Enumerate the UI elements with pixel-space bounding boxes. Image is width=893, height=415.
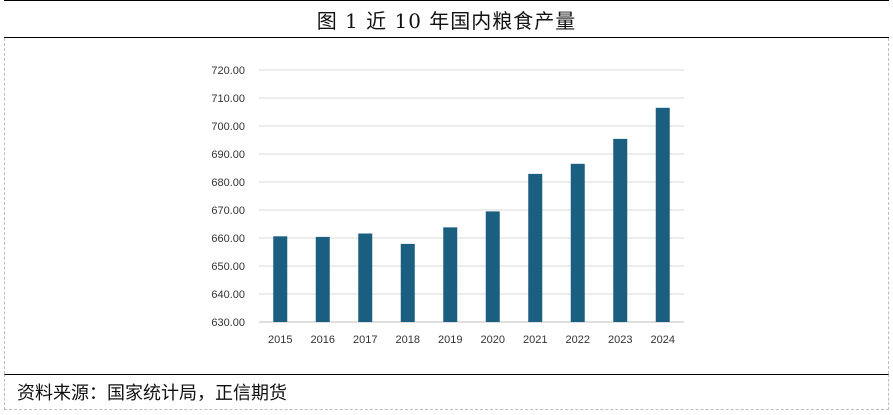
x-tick-label: 2019 [438,334,462,346]
y-tick-label: 660.00 [211,233,245,245]
x-tick-label: 2022 [566,334,590,346]
y-tick-label: 700.00 [211,121,245,133]
y-tick-label: 670.00 [211,205,245,217]
bar-2016 [315,236,330,322]
x-tick-label: 2015 [268,334,292,346]
bar-2020 [485,211,500,322]
x-tick-label: 2021 [523,334,547,346]
bar-chart: 630.00 640.00 650.00 660.00 670.00 680.00 690.… [211,65,684,346]
bar-2018 [400,243,415,322]
y-tick-label: 650.00 [211,261,245,273]
y-tick-label: 640.00 [211,289,245,301]
x-tick-label: 2023 [608,334,632,346]
x-tick-label: 2024 [651,334,675,346]
y-tick-label: 680.00 [211,177,245,189]
x-tick-label: 2016 [311,334,335,346]
x-tick-label: 2018 [396,334,420,346]
bar-2017 [358,233,373,322]
figure-title: 图 1 近 10 年国内粮食产量 [316,8,577,33]
y-tick-label: 710.00 [211,93,245,105]
x-tick-label: 2020 [481,334,505,346]
source-note-bar: 资料来源：国家统计局，正信期货 [4,374,889,410]
bar-2023 [613,138,628,322]
gridlines [259,69,684,323]
bar-2019 [443,227,458,322]
bar-2015 [273,236,288,322]
bar-2022 [570,163,585,322]
source-note: 资料来源：国家统计局，正信期货 [17,383,287,404]
y-axis-ticks: 630.00 640.00 650.00 660.00 670.00 680.00 690.… [211,65,245,329]
y-tick-label: 690.00 [211,149,245,161]
bars [273,107,670,322]
figure-title-bar: 图 1 近 10 年国内粮食产量 [4,0,889,38]
y-tick-label: 630.00 [211,317,245,329]
y-tick-label: 720.00 [211,65,245,77]
x-axis-ticks: 2015 2016 2017 2018 2019 2020 2021 2022 2023 2024 [268,334,675,346]
x-tick-label: 2017 [353,334,377,346]
chart-frame: 630.00 640.00 650.00 660.00 670.00 680.00 690.… [4,38,889,374]
bar-2021 [528,173,543,322]
bar-2024 [655,107,670,322]
